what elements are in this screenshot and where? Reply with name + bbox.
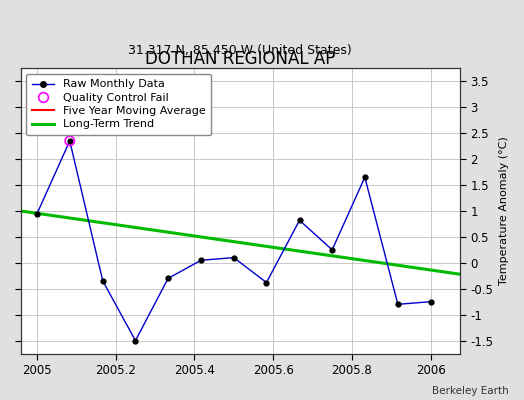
- Y-axis label: Temperature Anomaly (°C): Temperature Anomaly (°C): [499, 136, 509, 285]
- Point: [66, 138, 74, 144]
- Text: Berkeley Earth: Berkeley Earth: [432, 386, 508, 396]
- Title: DOTHAN REGIONAL AP: DOTHAN REGIONAL AP: [145, 50, 335, 68]
- Legend: Raw Monthly Data, Quality Control Fail, Five Year Moving Average, Long-Term Tren: Raw Monthly Data, Quality Control Fail, …: [26, 74, 211, 135]
- Text: 31.317 N, 85.450 W (United States): 31.317 N, 85.450 W (United States): [128, 44, 352, 57]
